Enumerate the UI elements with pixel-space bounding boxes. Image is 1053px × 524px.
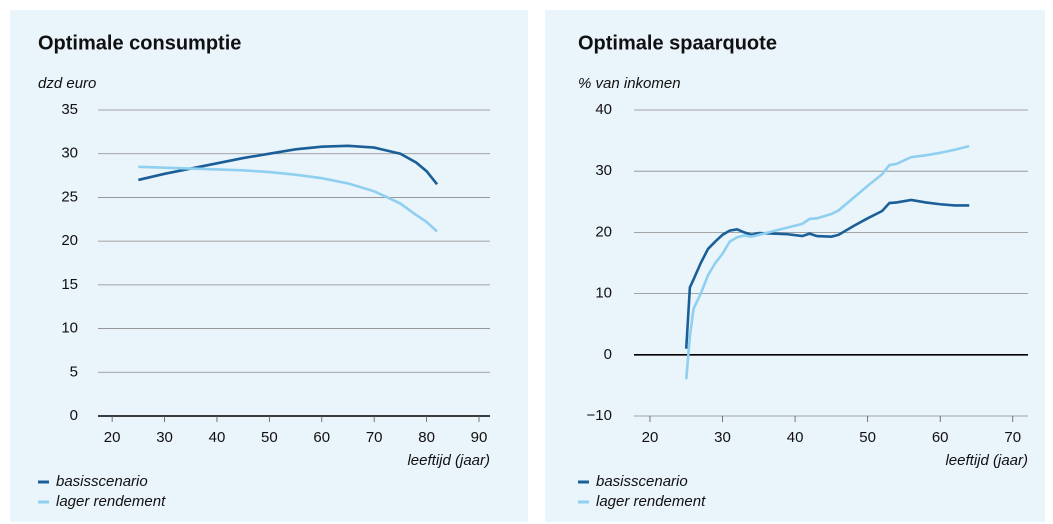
panel (545, 10, 1045, 522)
y-unit-label: dzd euro (38, 75, 96, 92)
x-tick-label: 80 (418, 429, 435, 446)
x-tick-label: 50 (261, 429, 278, 446)
x-tick-label: 60 (313, 429, 330, 446)
legend-label: lager rendement (596, 493, 706, 510)
x-tick-label: 70 (1004, 429, 1021, 446)
legend-label: basisscenario (56, 473, 148, 490)
y-tick-label: 15 (61, 276, 78, 293)
y-tick-label: 20 (61, 232, 78, 249)
x-axis-label: leeftijd (jaar) (945, 452, 1028, 469)
y-tick-label: 5 (70, 363, 78, 380)
panel (10, 10, 528, 522)
y-unit-label: % van inkomen (578, 75, 681, 92)
y-tick-label: 20 (595, 223, 612, 240)
x-tick-label: 50 (859, 429, 876, 446)
y-tick-label: 0 (70, 407, 78, 424)
y-tick-label: 30 (61, 145, 78, 162)
y-tick-label: 30 (595, 162, 612, 179)
x-tick-label: 30 (714, 429, 731, 446)
y-tick-label: 35 (61, 101, 78, 118)
x-tick-label: 90 (471, 429, 488, 446)
line-series (138, 165, 438, 233)
legend-label: basisscenario (596, 473, 688, 490)
chart-title: Optimale spaarquote (578, 32, 777, 54)
line-series (684, 144, 970, 380)
x-tick-label: 20 (104, 429, 121, 446)
x-tick-label: 40 (787, 429, 804, 446)
y-tick-label: −10 (587, 407, 612, 424)
x-tick-label: 70 (366, 429, 383, 446)
y-tick-label: 40 (595, 101, 612, 118)
y-tick-label: 0 (604, 346, 612, 363)
chart-title: Optimale consumptie (38, 32, 241, 54)
y-tick-label: 10 (61, 320, 78, 337)
legend-label: lager rendement (56, 493, 166, 510)
x-tick-label: 60 (932, 429, 949, 446)
y-tick-label: 10 (595, 285, 612, 302)
x-tick-label: 20 (642, 429, 659, 446)
line-series (684, 198, 970, 349)
x-axis-label: leeftijd (jaar) (407, 452, 490, 469)
x-tick-label: 30 (156, 429, 173, 446)
x-tick-label: 40 (209, 429, 226, 446)
y-tick-label: 25 (61, 188, 78, 205)
